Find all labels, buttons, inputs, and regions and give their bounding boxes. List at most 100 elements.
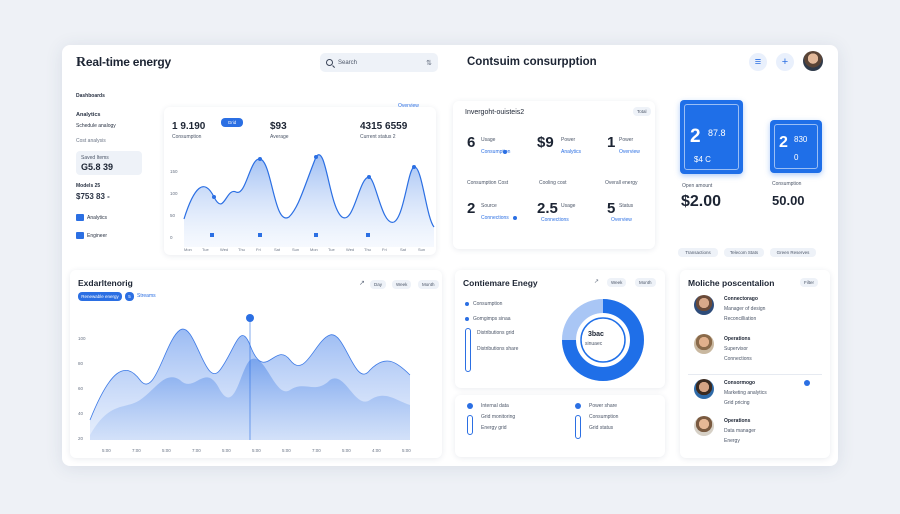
donut-center-2: sinuaec bbox=[585, 341, 603, 347]
grid-pill[interactable]: Grid bbox=[221, 118, 243, 127]
y-tick: 80 bbox=[78, 361, 84, 366]
x-tick: 5:00 bbox=[252, 448, 261, 453]
stat-dot bbox=[513, 216, 517, 220]
blue-stat-card[interactable]: 2 87.8 $4 C bbox=[680, 100, 743, 174]
marker-point bbox=[246, 314, 254, 322]
blue-card-value: 2 bbox=[779, 134, 788, 151]
y-tick: 0 bbox=[170, 235, 173, 240]
x-tick: Mon bbox=[184, 247, 192, 252]
footer-item: Consumption bbox=[589, 414, 619, 420]
people-card: Moliche poscentalion Filter Connectorago… bbox=[680, 270, 830, 458]
person-name[interactable]: Connectorago bbox=[724, 296, 758, 302]
filter-chip[interactable]: Telecom Stats bbox=[724, 248, 764, 257]
person-role: Data manager bbox=[724, 428, 756, 434]
app-logo[interactable]: Real-time energy bbox=[76, 55, 171, 71]
sidebar-group-sub[interactable]: Schedule analogy bbox=[76, 123, 116, 129]
filter-chip[interactable]: Green Reserves bbox=[770, 248, 816, 257]
donut-item: Distributions grid bbox=[477, 330, 515, 336]
top-sub-2: Average bbox=[270, 134, 289, 140]
blue-card-sub: 87.8 bbox=[708, 128, 726, 138]
person-avatar[interactable] bbox=[694, 334, 714, 354]
stat-dot bbox=[503, 150, 507, 154]
menu-button[interactable]: ≡ bbox=[749, 53, 767, 71]
person-note: Grid pricing bbox=[724, 400, 750, 406]
person-note: Connections bbox=[724, 356, 752, 362]
donut-item: Gomgimps sinaa bbox=[473, 316, 511, 322]
x-tick: 5:00 bbox=[402, 448, 411, 453]
trend-icon[interactable]: ↗ bbox=[594, 279, 600, 285]
tab-renewable[interactable]: Renewable energy bbox=[78, 292, 122, 301]
level-bar bbox=[575, 415, 581, 439]
top-value-2: $93 bbox=[270, 121, 287, 132]
area-chart-title: Exdarltenorig bbox=[78, 278, 133, 288]
add-button[interactable]: + bbox=[776, 53, 794, 71]
x-tick: 5:00 bbox=[282, 448, 291, 453]
donut-item: Distributions share bbox=[477, 346, 519, 352]
area-y-ticks: 100 80 60 40 20 bbox=[78, 336, 86, 441]
range-button-week[interactable]: Week bbox=[392, 280, 412, 289]
stats-tag[interactable]: Total bbox=[633, 107, 651, 116]
trend-icon[interactable]: ↗ bbox=[359, 280, 365, 287]
stat-label: Usage bbox=[481, 137, 496, 143]
stat-value: 1 bbox=[607, 134, 616, 151]
grid-icon bbox=[76, 232, 84, 239]
person-name[interactable]: Operations bbox=[724, 418, 751, 424]
logo-mark: R bbox=[76, 55, 86, 70]
sort-icon[interactable]: ⇅ bbox=[426, 59, 432, 67]
menu-icon: ≡ bbox=[754, 56, 762, 68]
tab-count[interactable]: 5 bbox=[125, 292, 134, 301]
donut-button-week[interactable]: Week bbox=[607, 278, 627, 287]
legend-dot bbox=[465, 302, 469, 306]
user-avatar[interactable] bbox=[803, 51, 823, 71]
row2-label: Overall energy bbox=[605, 180, 638, 186]
person-avatar[interactable] bbox=[694, 295, 714, 315]
marker bbox=[314, 233, 318, 237]
line-point bbox=[412, 165, 416, 169]
line-point bbox=[212, 195, 216, 199]
people-filter[interactable]: Filter bbox=[800, 278, 818, 287]
top-value-3: 4315 6559 bbox=[360, 121, 408, 132]
level-bar bbox=[467, 415, 473, 435]
sidebar-item-engineer[interactable]: Engineer bbox=[76, 232, 142, 239]
line-point bbox=[367, 175, 371, 179]
legend-dot bbox=[465, 317, 469, 321]
stat-value: $9 bbox=[537, 134, 554, 151]
blue-stat-card[interactable]: 2 830 0 bbox=[770, 120, 822, 173]
range-button-day[interactable]: Day bbox=[370, 280, 387, 289]
line-area bbox=[184, 154, 434, 247]
search-input[interactable]: Search ⇅ bbox=[320, 53, 438, 72]
donut-segment-main bbox=[562, 299, 644, 381]
top-sub-1: Consumption bbox=[172, 134, 202, 140]
price-value: 50.00 bbox=[772, 193, 805, 208]
sidebar-group-label[interactable]: Analytics bbox=[76, 112, 101, 118]
x-tick: 7:00 bbox=[192, 448, 201, 453]
filter-chip[interactable]: Transactions bbox=[678, 248, 718, 257]
stat-value: 5 bbox=[607, 200, 616, 217]
area-chart-card: Exdarltenorig Renewable energy 5 Streams… bbox=[70, 270, 442, 458]
donut-chart bbox=[562, 299, 644, 381]
person-avatar[interactable] bbox=[694, 416, 714, 436]
y-tick: 100 bbox=[170, 191, 178, 196]
blue-card-sub: 830 bbox=[794, 135, 808, 144]
top-x-ticks: Mon Tue Wed Thu Fri Sat Sun Mon Tue Wed … bbox=[184, 247, 425, 252]
price-value: $2.00 bbox=[681, 193, 722, 210]
y-tick: 20 bbox=[78, 436, 84, 441]
search-placeholder: Search bbox=[338, 59, 358, 66]
saved-box-value: G5.8 39 bbox=[81, 162, 114, 172]
donut-button-month[interactable]: Month bbox=[635, 278, 656, 287]
sidebar-item-analytics[interactable]: Analytics bbox=[76, 214, 142, 221]
marker bbox=[210, 233, 214, 237]
person-name[interactable]: Operations bbox=[724, 336, 751, 342]
sidebar-saved-box[interactable]: Saved Items G5.8 39 bbox=[76, 151, 142, 175]
x-tick: Tue bbox=[202, 247, 210, 252]
logo-text: eal-time energy bbox=[85, 55, 171, 69]
stat-value: 6 bbox=[467, 134, 476, 151]
person-avatar[interactable] bbox=[694, 379, 714, 399]
range-button-month[interactable]: Month bbox=[418, 280, 439, 289]
y-tick: 60 bbox=[78, 386, 84, 391]
tab-streams[interactable]: Streams bbox=[137, 293, 156, 299]
x-tick: Wed bbox=[220, 247, 228, 252]
y-tick: 40 bbox=[78, 411, 84, 416]
footer-item: Grid status bbox=[589, 425, 614, 431]
person-name[interactable]: Consormogo bbox=[724, 380, 756, 386]
